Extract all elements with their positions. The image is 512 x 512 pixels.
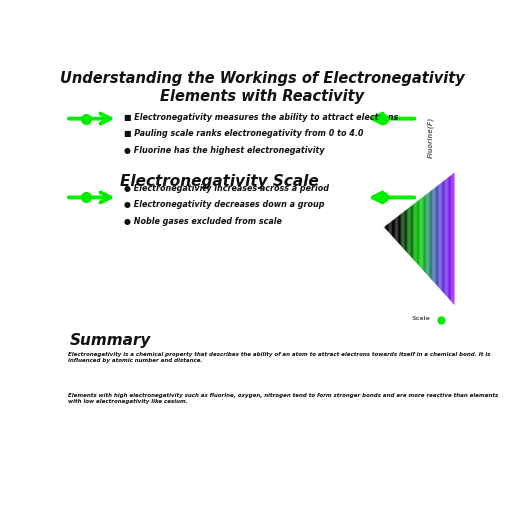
Text: Electronegativity Scale: Electronegativity Scale bbox=[120, 174, 318, 189]
Polygon shape bbox=[383, 227, 455, 306]
Polygon shape bbox=[449, 176, 450, 301]
Polygon shape bbox=[451, 174, 453, 303]
Text: Scale: Scale bbox=[412, 316, 431, 321]
Polygon shape bbox=[383, 226, 385, 228]
Polygon shape bbox=[424, 195, 425, 273]
Polygon shape bbox=[395, 217, 396, 242]
Polygon shape bbox=[425, 194, 426, 274]
Polygon shape bbox=[400, 213, 401, 247]
Polygon shape bbox=[394, 218, 395, 240]
Polygon shape bbox=[417, 200, 418, 265]
Text: ● Fluorine has the highest electronegativity: ● Fluorine has the highest electronegati… bbox=[123, 146, 324, 155]
Text: ● Noble gases excluded from scale: ● Noble gases excluded from scale bbox=[123, 217, 282, 226]
Polygon shape bbox=[391, 221, 392, 236]
Polygon shape bbox=[387, 223, 388, 232]
Polygon shape bbox=[439, 183, 440, 290]
Polygon shape bbox=[407, 208, 409, 254]
Polygon shape bbox=[438, 184, 439, 289]
Polygon shape bbox=[431, 189, 432, 281]
Text: Understanding the Workings of Electronegativity: Understanding the Workings of Electroneg… bbox=[60, 71, 465, 87]
Polygon shape bbox=[444, 179, 445, 295]
Polygon shape bbox=[426, 193, 428, 275]
Polygon shape bbox=[443, 180, 444, 294]
Polygon shape bbox=[413, 203, 414, 261]
Polygon shape bbox=[414, 202, 416, 263]
Polygon shape bbox=[412, 204, 413, 260]
Polygon shape bbox=[445, 178, 446, 296]
Polygon shape bbox=[440, 182, 442, 291]
Polygon shape bbox=[447, 177, 449, 300]
Polygon shape bbox=[434, 187, 435, 284]
Polygon shape bbox=[421, 197, 423, 270]
Polygon shape bbox=[446, 177, 447, 298]
Polygon shape bbox=[406, 208, 407, 253]
Polygon shape bbox=[450, 175, 451, 302]
Polygon shape bbox=[411, 205, 412, 259]
Text: ● Electronegativity decreases down a group: ● Electronegativity decreases down a gro… bbox=[123, 200, 324, 209]
Polygon shape bbox=[416, 201, 417, 264]
Text: Fluorine(F): Fluorine(F) bbox=[427, 117, 434, 158]
Polygon shape bbox=[453, 173, 454, 305]
Text: ■ Electronegativity measures the ability to attract electrons: ■ Electronegativity measures the ability… bbox=[123, 113, 398, 122]
Polygon shape bbox=[409, 207, 410, 256]
Polygon shape bbox=[423, 196, 424, 272]
Text: ● Electronegativity increases across a period: ● Electronegativity increases across a p… bbox=[123, 184, 329, 193]
Polygon shape bbox=[437, 185, 438, 287]
Text: Elements with high electronegativity such as fluorine, oxygen, nitrogen tend to : Elements with high electronegativity suc… bbox=[68, 393, 498, 404]
Polygon shape bbox=[386, 224, 387, 231]
Text: Elements with Reactivity: Elements with Reactivity bbox=[160, 89, 365, 104]
Polygon shape bbox=[442, 181, 443, 293]
Polygon shape bbox=[401, 212, 402, 248]
Polygon shape bbox=[436, 186, 437, 286]
Polygon shape bbox=[430, 190, 431, 280]
Text: ■ Pauling scale ranks electronegativity from 0 to 4.0: ■ Pauling scale ranks electronegativity … bbox=[123, 129, 363, 138]
Polygon shape bbox=[429, 191, 430, 279]
Polygon shape bbox=[396, 216, 398, 243]
Text: Electronegativity is a chemical property that describes the ability of an atom t: Electronegativity is a chemical property… bbox=[68, 352, 490, 363]
Polygon shape bbox=[402, 211, 403, 249]
Polygon shape bbox=[388, 222, 390, 233]
Polygon shape bbox=[390, 222, 391, 235]
Polygon shape bbox=[405, 209, 406, 252]
Polygon shape bbox=[410, 206, 411, 257]
Polygon shape bbox=[385, 225, 386, 230]
Polygon shape bbox=[428, 192, 429, 277]
Polygon shape bbox=[420, 198, 421, 269]
Polygon shape bbox=[398, 215, 399, 244]
Polygon shape bbox=[392, 220, 393, 238]
Text: Summary: Summary bbox=[70, 333, 152, 349]
Polygon shape bbox=[399, 214, 400, 245]
Polygon shape bbox=[419, 199, 420, 268]
Polygon shape bbox=[393, 219, 394, 239]
Polygon shape bbox=[454, 172, 455, 306]
Polygon shape bbox=[403, 210, 405, 251]
Polygon shape bbox=[432, 188, 434, 282]
Polygon shape bbox=[435, 186, 436, 285]
Polygon shape bbox=[418, 199, 419, 266]
